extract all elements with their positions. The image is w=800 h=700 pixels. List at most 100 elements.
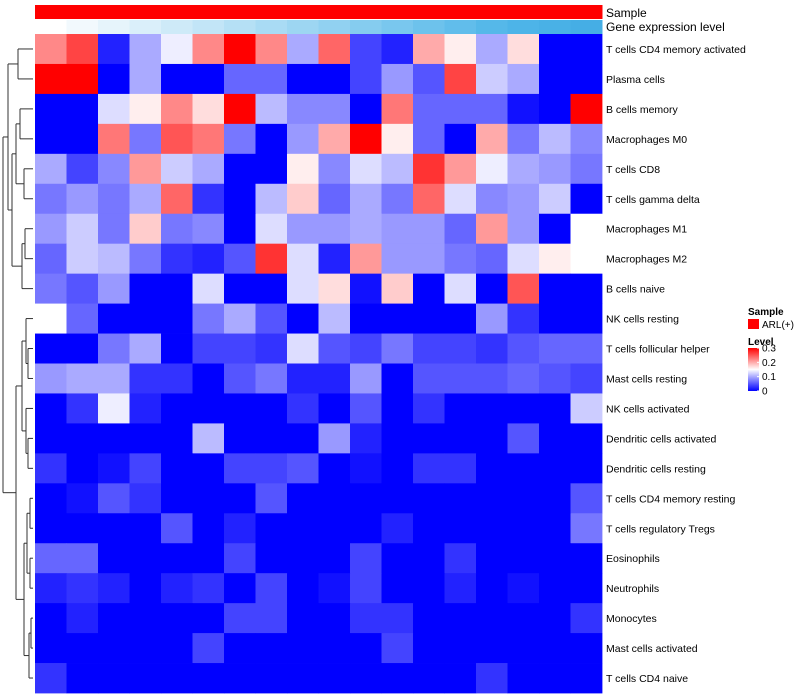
heatmap-cell: [381, 393, 414, 424]
heatmap-cell: [287, 123, 319, 155]
heatmap-cell: [66, 573, 99, 604]
heatmap-cell: [507, 303, 540, 334]
heatmap-cell: [287, 183, 319, 215]
heatmap-cell: [507, 123, 540, 155]
heatmap-cell: [98, 363, 130, 394]
heatmap-cell: [224, 423, 256, 454]
heatmap-cell: [192, 153, 225, 185]
expression-annotation-cell: [161, 20, 193, 34]
heatmap-cell: [129, 453, 162, 484]
heatmap-cell: [66, 663, 99, 694]
heatmap-cell: [318, 603, 351, 634]
heatmap-cell: [129, 34, 162, 65]
heatmap-cell: [98, 153, 130, 185]
heatmap-cell: [350, 663, 382, 694]
heatmap-cell: [539, 273, 571, 304]
heatmap-cell: [129, 303, 162, 334]
legend-tick-label: 0.3: [762, 344, 776, 355]
heatmap-cell: [318, 93, 351, 125]
heatmap-cell: [444, 34, 477, 65]
heatmap-cell: [570, 63, 603, 95]
heatmap-cell: [318, 183, 351, 215]
sample-annotation-cell: [350, 5, 382, 19]
heatmap-cell: [318, 663, 351, 694]
heatmap-cell: [444, 393, 477, 424]
heatmap-cell: [444, 123, 477, 155]
heatmap-cell: [413, 183, 445, 215]
row-label: T cells CD4 memory activated: [606, 44, 746, 56]
heatmap-cell: [98, 34, 130, 65]
heatmap-cell: [444, 603, 477, 634]
heatmap-cell: [98, 573, 130, 604]
legend-label-arl: ARL(+): [762, 320, 794, 331]
heatmap-cell: [413, 34, 445, 65]
heatmap-cell: [350, 183, 382, 215]
heatmap-cell: [192, 63, 225, 95]
heatmap-cell: [35, 543, 67, 574]
heatmap-cell: [161, 663, 193, 694]
heatmap-cell: [287, 633, 319, 664]
sample-annotation-cell: [224, 5, 256, 19]
heatmap-cell: [287, 363, 319, 394]
heatmap-cell: [413, 663, 445, 694]
row-label: Monocytes: [606, 613, 657, 625]
heatmap-cell: [476, 153, 508, 185]
heatmap-cell: [66, 183, 99, 215]
sample-annotation-cell: [255, 5, 288, 19]
heatmap-cell: [350, 513, 382, 544]
heatmap-cell: [413, 483, 445, 514]
heatmap-cell: [98, 183, 130, 215]
row-label: Eosinophils: [606, 553, 660, 565]
heatmap-cell: [35, 303, 67, 334]
heatmap-cell: [192, 393, 225, 424]
heatmap-cell: [224, 363, 256, 394]
heatmap-cell: [539, 93, 571, 125]
heatmap-cell: [98, 333, 130, 364]
heatmap-cell: [287, 393, 319, 424]
heatmap-cell: [507, 213, 540, 245]
heatmap-cell: [539, 34, 571, 65]
heatmap-cell: [413, 513, 445, 544]
heatmap-cell: [287, 93, 319, 125]
heatmap-cell: [318, 483, 351, 514]
heatmap-cell: [224, 273, 256, 304]
heatmap-cell: [570, 153, 603, 185]
heatmap-cell: [129, 513, 162, 544]
heatmap-cell: [476, 34, 508, 65]
heatmap-cell: [318, 213, 351, 245]
heatmap-cell: [570, 513, 603, 544]
heatmap-cell: [444, 543, 477, 574]
heatmap-cell: [507, 63, 540, 95]
heatmap-cell: [413, 93, 445, 125]
heatmap-cell: [350, 543, 382, 574]
heatmap-cell: [35, 363, 67, 394]
heatmap-cell: [507, 603, 540, 634]
legend-title-level: Level: [748, 337, 774, 348]
sample-annotation-cell: [192, 5, 225, 19]
row-label: T cells CD4 naive: [606, 673, 688, 685]
heatmap-cell: [35, 123, 67, 155]
heatmap-cell: [318, 243, 351, 275]
heatmap-cell: [255, 63, 288, 95]
heatmap-cell: [192, 363, 225, 394]
heatmap-cell: [444, 93, 477, 125]
heatmap-cell: [255, 603, 288, 634]
heatmap-cell: [570, 123, 603, 155]
heatmap-cell: [287, 483, 319, 514]
expression-annotation-cell: [539, 20, 571, 34]
heatmap-cell: [476, 453, 508, 484]
heatmap-cell: [255, 183, 288, 215]
row-labels: T cells CD4 memory activated Plasma cells…: [606, 44, 746, 685]
heatmap-cell: [444, 213, 477, 245]
heatmap-cell: [350, 123, 382, 155]
heatmap-cell: [161, 513, 193, 544]
row-label: Macrophages M2: [606, 254, 687, 266]
heatmap-cell: [192, 453, 225, 484]
heatmap-cell: [476, 333, 508, 364]
expression-annotation-cell: [35, 20, 67, 34]
heatmap-cell: [35, 393, 67, 424]
heatmap-cell: [413, 393, 445, 424]
heatmap-cell: [255, 573, 288, 604]
heatmap-cell: [224, 303, 256, 334]
sample-annotation-cell: [476, 5, 508, 19]
